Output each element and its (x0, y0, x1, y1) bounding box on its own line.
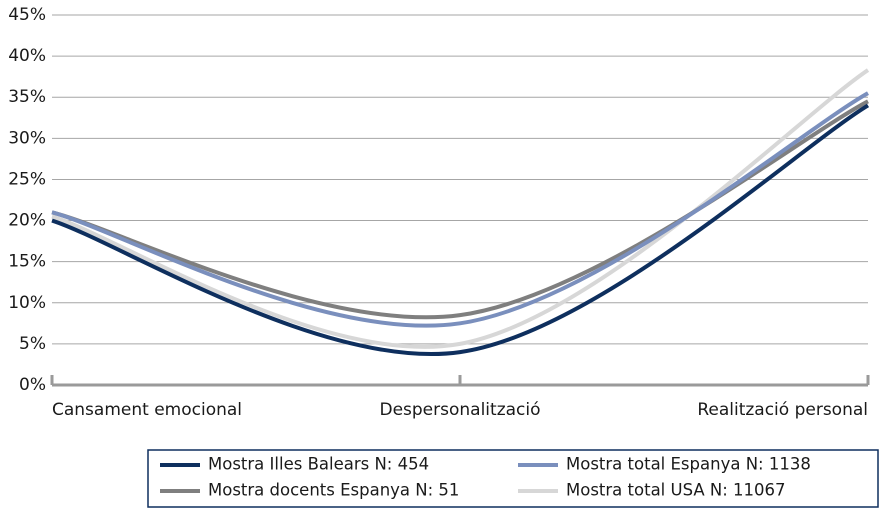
y-tick-label: 15% (8, 252, 46, 272)
legend-label: Mostra docents Espanya N: 51 (208, 481, 459, 500)
y-tick-label: 35% (8, 87, 46, 107)
y-tick-label: 10% (8, 293, 46, 313)
y-tick-label: 0% (19, 375, 46, 395)
legend: Mostra Illes Balears N: 454 Mostra total … (160, 455, 811, 500)
x-tick-label: Despersonalització (379, 400, 540, 420)
x-tick-label: Realització personal (697, 400, 868, 420)
x-tick-label: Cansament emocional (52, 400, 242, 420)
legend-label: Mostra Illes Balears N: 454 (208, 455, 429, 474)
y-tick-label: 5% (19, 334, 46, 354)
series-line (51, 99, 869, 320)
legend-label: Mostra total Espanya N: 1138 (566, 455, 811, 474)
legend-box (147, 449, 879, 508)
y-tick-label: 30% (8, 128, 46, 148)
series-line (51, 68, 870, 349)
y-tick-label: 40% (8, 46, 46, 66)
y-tick-label: 25% (8, 169, 46, 189)
series-line (51, 103, 870, 356)
legend-label: Mostra total USA N: 11067 (566, 481, 786, 500)
series-line (51, 91, 869, 328)
y-tick-label: 45% (8, 5, 46, 25)
y-tick-label: 20% (8, 211, 46, 231)
